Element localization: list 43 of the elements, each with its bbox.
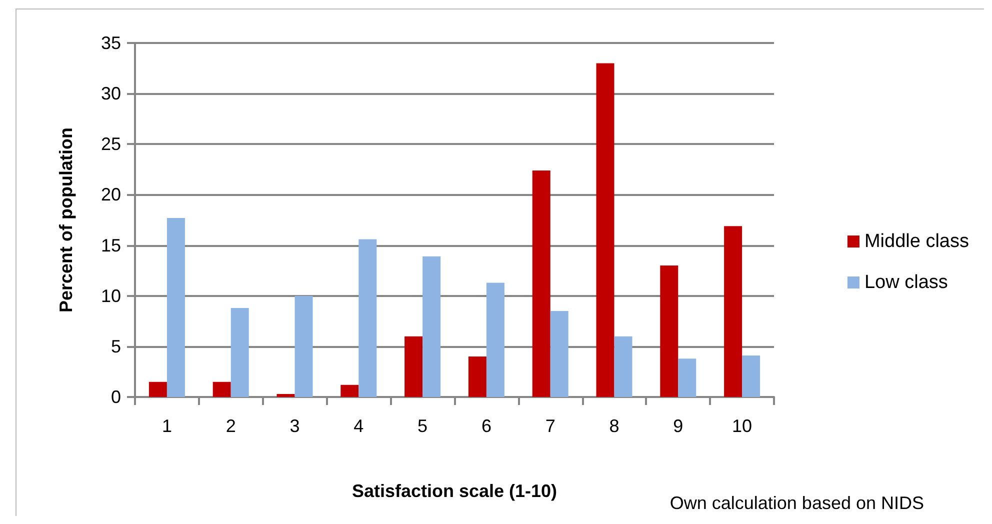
- x-tick-label: 4: [354, 416, 364, 436]
- bar: [486, 282, 504, 397]
- bar: [340, 384, 359, 397]
- x-axis-title: Satisfaction scale (1-10): [352, 481, 558, 501]
- y-tick-label: 5: [110, 336, 121, 356]
- bar: [358, 239, 377, 397]
- y-tick-label: 0: [110, 387, 121, 407]
- bar: [422, 256, 441, 397]
- x-tick-label: 8: [609, 416, 620, 436]
- y-tick-label: 30: [100, 84, 121, 104]
- x-tick-label: 7: [545, 416, 556, 436]
- bar: [724, 226, 742, 397]
- bar: [404, 336, 423, 397]
- x-tick-label: 10: [732, 416, 752, 436]
- y-tick-label: 25: [100, 134, 121, 154]
- bar: [742, 356, 760, 397]
- bar: [678, 358, 696, 397]
- bar: [596, 63, 614, 397]
- legend-label: Low class: [864, 272, 948, 293]
- bar: [276, 394, 295, 397]
- text: Own calculation based on NIDS: [670, 493, 924, 513]
- y-tick-label: 10: [100, 286, 121, 306]
- x-tick-label: 3: [290, 416, 300, 436]
- y-axis-title: Percent of population: [56, 127, 76, 313]
- x-tick-label: 5: [418, 416, 428, 436]
- legend-label: Middle class: [864, 231, 970, 252]
- bar: [532, 170, 550, 397]
- x-tick-label: 2: [226, 416, 236, 436]
- bar: [230, 308, 249, 397]
- bar: [148, 382, 167, 397]
- y-tick-label: 15: [100, 235, 121, 256]
- bar: [550, 311, 568, 397]
- bar: [294, 296, 313, 397]
- bar: [660, 266, 678, 397]
- y-tick-label: 35: [100, 33, 121, 53]
- x-tick-label: 1: [162, 416, 172, 436]
- x-tick-label: 6: [481, 416, 492, 436]
- y-tick-label: 20: [100, 184, 121, 205]
- bar: [212, 382, 231, 397]
- x-tick-label: 9: [673, 416, 684, 436]
- bar: [166, 218, 185, 397]
- bar: [614, 336, 632, 397]
- bar: [468, 356, 486, 397]
